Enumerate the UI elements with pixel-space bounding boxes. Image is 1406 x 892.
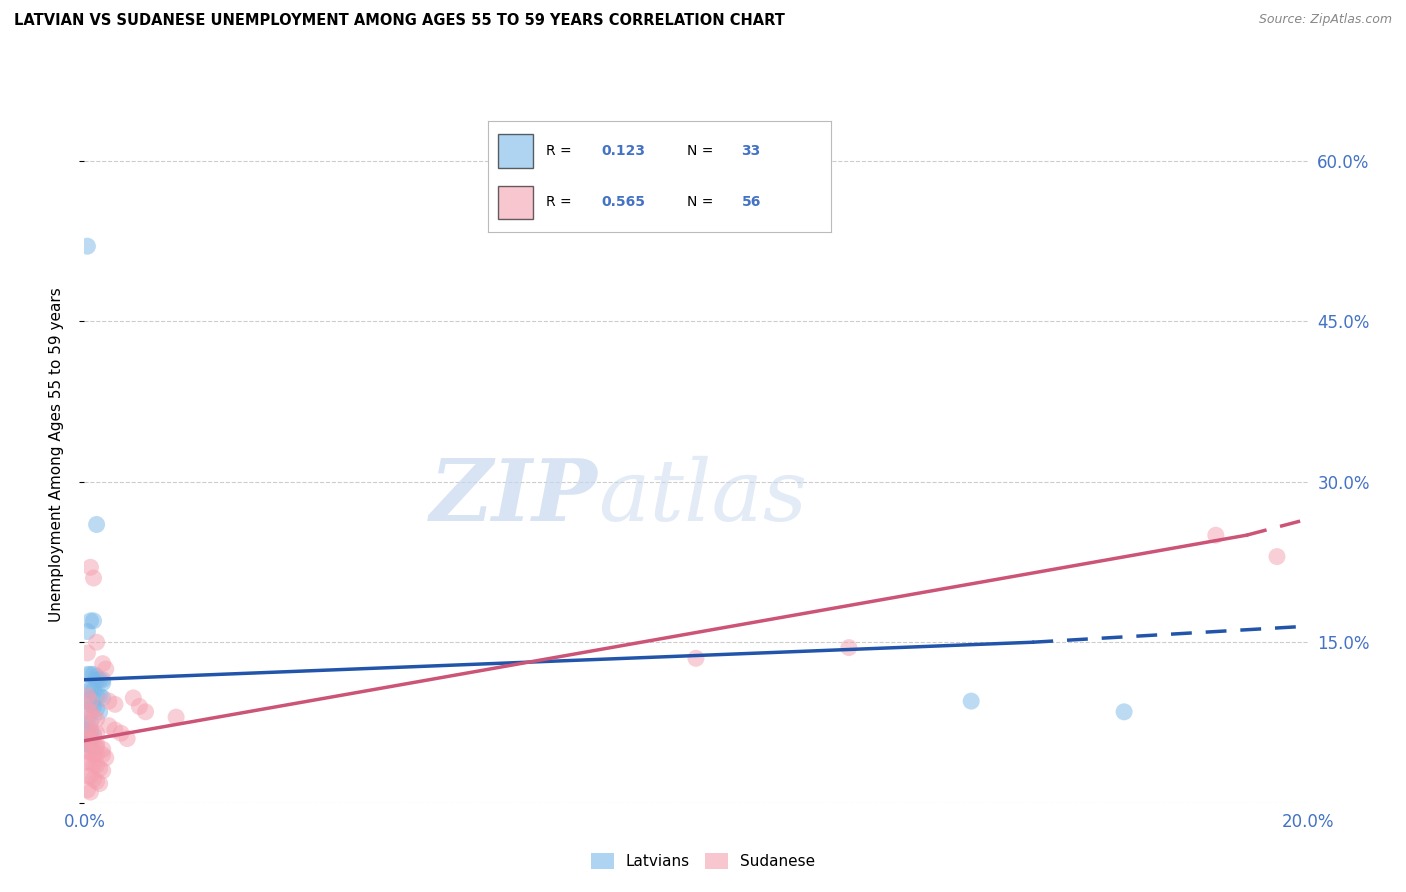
Point <box>115 731 138 746</box>
Y-axis label: Unemployment Among Ages 55 to 59 years: Unemployment Among Ages 55 to 59 years <box>49 287 63 623</box>
Point <box>94 662 117 676</box>
Point <box>86 517 108 532</box>
Point <box>91 676 114 690</box>
Point <box>79 614 101 628</box>
Point <box>79 715 101 730</box>
Point <box>86 747 108 762</box>
Point <box>89 689 111 703</box>
Point <box>83 728 105 742</box>
Text: ZIP: ZIP <box>430 455 598 539</box>
Point <box>83 726 105 740</box>
Point <box>76 769 98 783</box>
Point <box>122 690 145 705</box>
Point <box>685 651 707 665</box>
Point <box>86 701 108 715</box>
Point <box>91 690 114 705</box>
Point <box>79 785 101 799</box>
Point <box>135 705 157 719</box>
Point <box>128 699 150 714</box>
Point <box>91 673 114 687</box>
Point <box>89 673 111 687</box>
Point <box>76 737 98 751</box>
Point <box>86 712 108 726</box>
Point <box>83 683 105 698</box>
Point <box>110 726 132 740</box>
Point <box>838 640 860 655</box>
Point <box>89 776 111 790</box>
Point <box>165 710 187 724</box>
Point <box>91 747 114 762</box>
Point <box>94 751 117 765</box>
Point <box>76 646 98 660</box>
Point <box>91 764 114 778</box>
Point <box>1265 549 1288 564</box>
Point <box>89 705 111 719</box>
Point <box>79 560 101 574</box>
Point <box>76 239 98 253</box>
Point <box>76 744 98 758</box>
Point <box>97 694 120 708</box>
Point <box>79 705 101 719</box>
Point <box>97 719 120 733</box>
Point <box>76 624 98 639</box>
Point <box>79 694 101 708</box>
Point <box>83 772 105 787</box>
Point <box>104 698 127 712</box>
Point <box>83 667 105 681</box>
Legend: Latvians, Sudanese: Latvians, Sudanese <box>585 847 821 875</box>
Point <box>76 712 98 726</box>
Point <box>86 689 108 703</box>
Point <box>76 755 98 769</box>
Point <box>104 723 127 737</box>
Point <box>83 758 105 772</box>
Point <box>1114 705 1136 719</box>
Point <box>79 739 101 753</box>
Point <box>76 721 98 735</box>
Point <box>86 740 108 755</box>
Point <box>83 699 105 714</box>
Point <box>83 571 105 585</box>
Point <box>79 667 101 681</box>
Point <box>83 614 105 628</box>
Point <box>76 723 98 737</box>
Point <box>76 683 98 698</box>
Point <box>79 733 101 747</box>
Point <box>91 742 114 756</box>
Point <box>76 694 98 708</box>
Point <box>79 683 101 698</box>
Point <box>79 744 101 758</box>
Point <box>79 723 101 737</box>
Point <box>76 783 98 797</box>
Point <box>76 733 98 747</box>
Point <box>83 747 105 762</box>
Point <box>83 737 105 751</box>
Text: atlas: atlas <box>598 455 807 538</box>
Point <box>76 689 98 703</box>
Text: Source: ZipAtlas.com: Source: ZipAtlas.com <box>1258 13 1392 27</box>
Point <box>86 669 108 683</box>
Point <box>79 726 101 740</box>
Point <box>86 758 108 772</box>
Point <box>86 673 108 687</box>
Point <box>86 726 108 740</box>
Point <box>76 667 98 681</box>
Point <box>1205 528 1227 542</box>
Point <box>86 737 108 751</box>
Point <box>79 769 101 783</box>
Point <box>91 657 114 671</box>
Text: LATVIAN VS SUDANESE UNEMPLOYMENT AMONG AGES 55 TO 59 YEARS CORRELATION CHART: LATVIAN VS SUDANESE UNEMPLOYMENT AMONG A… <box>14 13 785 29</box>
Point <box>83 710 105 724</box>
Point <box>86 774 108 789</box>
Point <box>79 698 101 712</box>
Point <box>89 762 111 776</box>
Point <box>79 755 101 769</box>
Point <box>86 635 108 649</box>
Point <box>76 705 98 719</box>
Point <box>960 694 983 708</box>
